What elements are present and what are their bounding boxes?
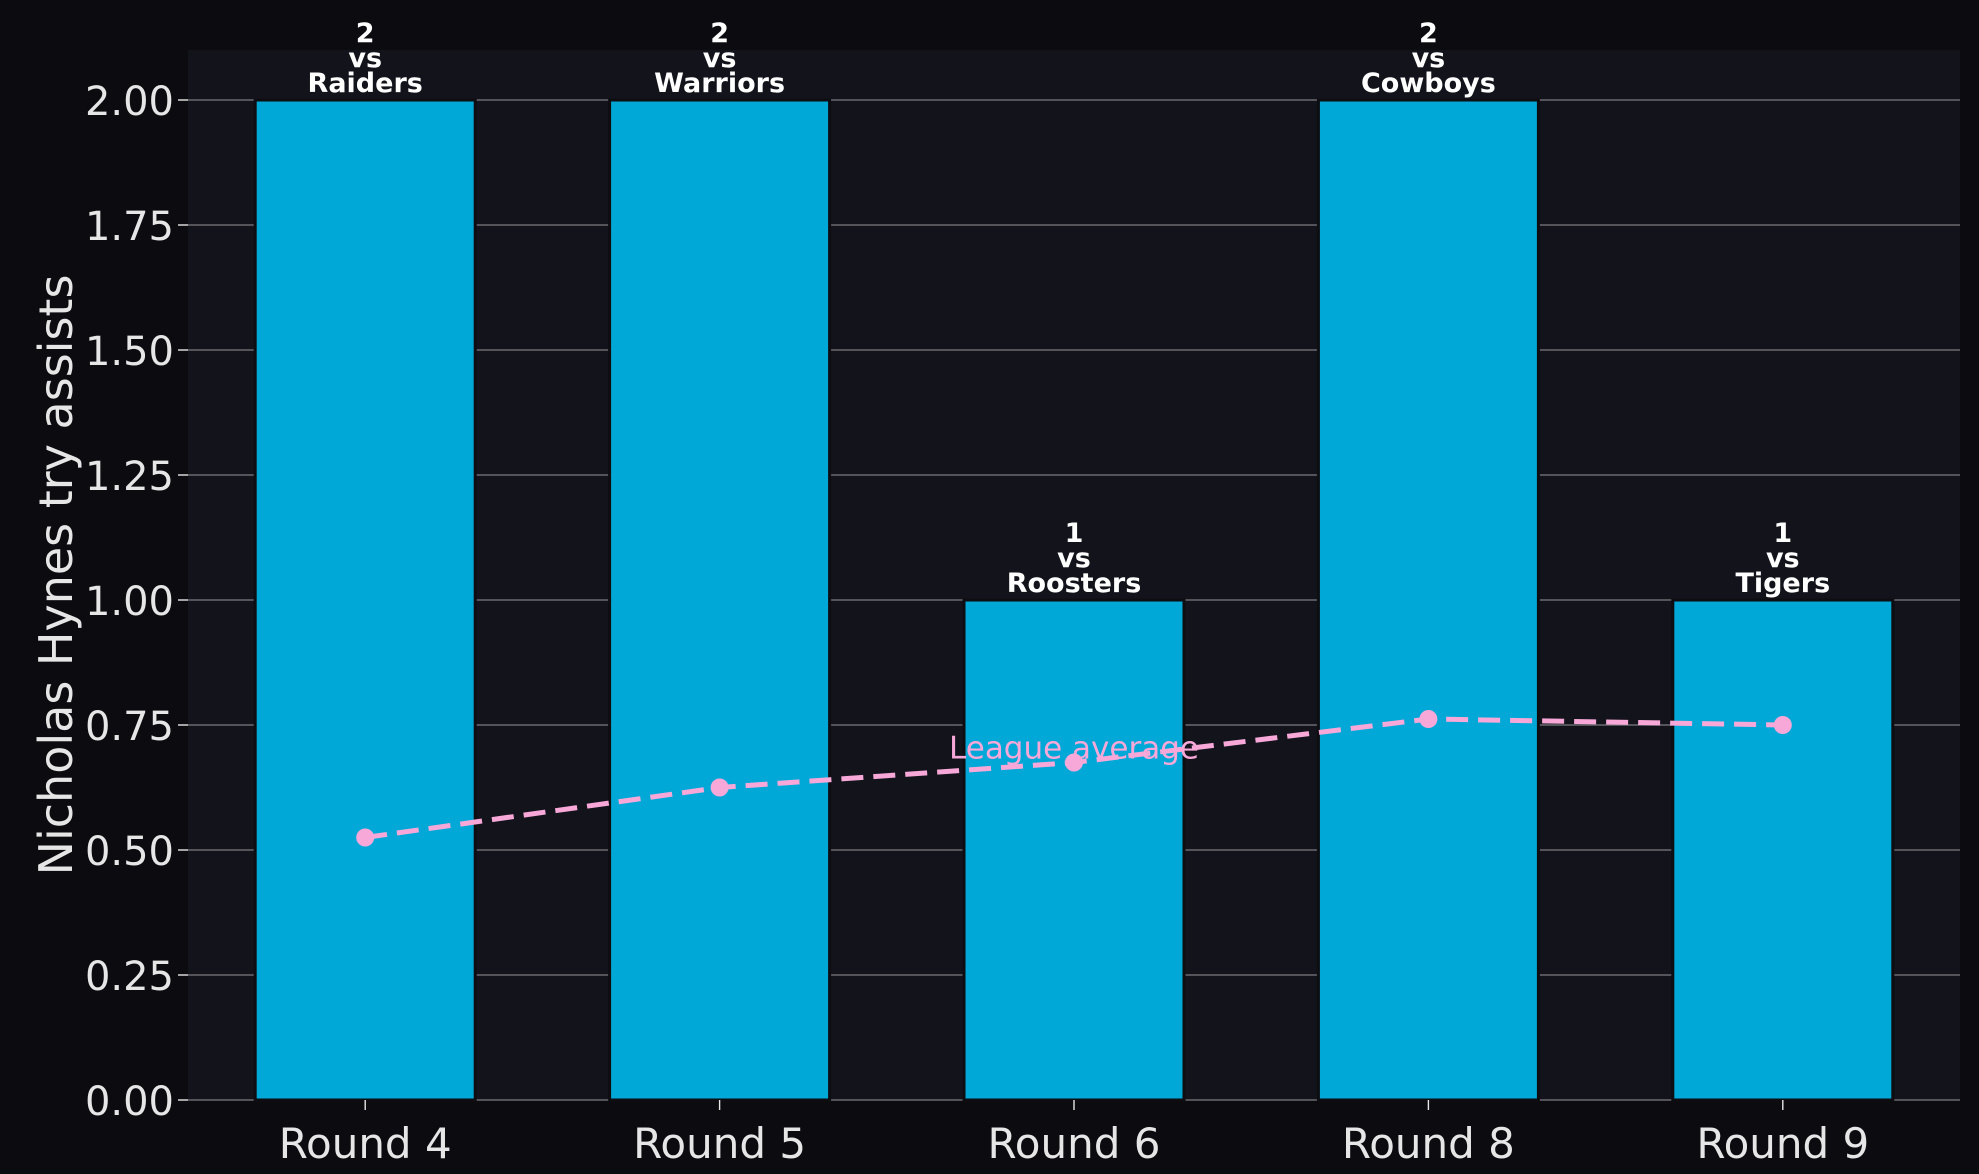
bar (253, 98, 477, 1102)
bar-opponent-label: Roosters (1007, 568, 1142, 599)
bar-vs-label: vs (1766, 543, 1800, 574)
bar-opponent-label: Cowboys (1361, 68, 1496, 99)
bar-value-label: 2 (710, 18, 729, 49)
league-average-point (356, 828, 375, 847)
bar-vs-label: vs (1057, 543, 1091, 574)
league-average-annotation: League average (949, 731, 1199, 767)
x-tick-label: Round 9 (1696, 1119, 1869, 1168)
y-axis-label: Nicholas Hynes try assists (29, 275, 83, 876)
bar-value-label: 2 (356, 18, 375, 49)
bars (253, 98, 1895, 1102)
y-tick-label: 1.50 (85, 329, 174, 375)
league-average-line (356, 710, 1792, 847)
y-tick-label: 1.75 (85, 204, 174, 250)
bar-vs-label: vs (348, 43, 382, 74)
x-tick-label: Round 8 (1342, 1119, 1515, 1168)
y-tick-label: 0.75 (85, 704, 174, 750)
bar-vs-label: vs (1412, 43, 1446, 74)
x-tick-label: Round 5 (633, 1119, 806, 1168)
league-average-point (1419, 710, 1438, 728)
bar (1671, 598, 1895, 1102)
y-axis: 0.00 0.25 0.50 0.75 1.00 1.25 1.50 1.75 2.00 (85, 79, 188, 1125)
bar-value-label: 1 (1773, 518, 1792, 549)
bar-value-label: 1 (1065, 518, 1084, 549)
bar-value-label: 2 (1419, 18, 1438, 49)
bar-opponent-label: Warriors (654, 68, 785, 99)
bar-labels: 2vsRaiders2vsWarriors1vsRoosters2vsCowbo… (308, 18, 1831, 599)
y-tick-label: 0.00 (85, 1079, 174, 1125)
league-average-point (1773, 716, 1792, 734)
x-tick-label: Round 4 (279, 1119, 452, 1168)
x-axis: Round 4 Round 5 Round 6 Round 8 Round 9 (279, 1100, 1869, 1168)
league-average-point (710, 778, 729, 797)
league-average-point (1065, 753, 1083, 772)
y-tick-label: 0.25 (85, 954, 174, 1000)
bar-vs-label: vs (703, 43, 737, 74)
y-tick-label: 1.00 (85, 579, 174, 625)
x-tick-label: Round 6 (988, 1119, 1161, 1168)
y-tick-label: 0.50 (85, 829, 174, 875)
bar (1316, 98, 1540, 1102)
bar (962, 598, 1186, 1102)
bar (608, 98, 832, 1102)
bar-opponent-label: Tigers (1735, 568, 1830, 599)
y-tick-label: 1.25 (85, 454, 174, 500)
y-tick-label: 2.00 (85, 79, 174, 125)
bar-opponent-label: Raiders (308, 68, 423, 99)
